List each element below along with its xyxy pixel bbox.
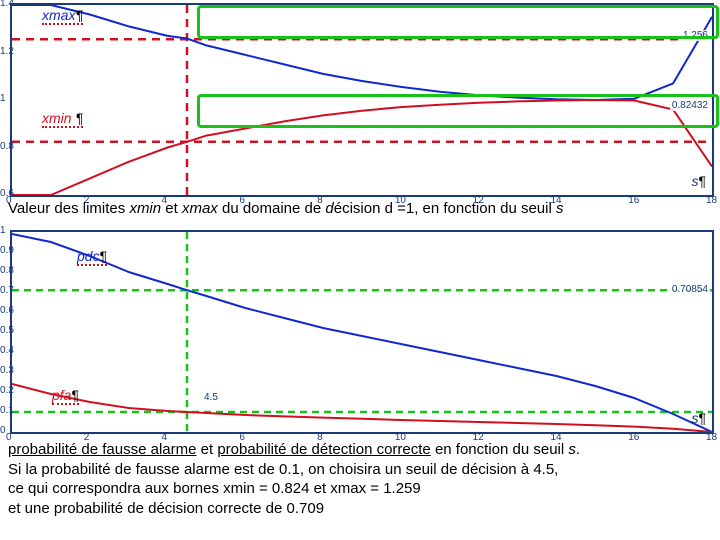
green-highlight-top (197, 5, 719, 39)
ytick: 0.6 (0, 188, 14, 199)
pilcrow: ¶ (75, 110, 83, 126)
pdc-value: 0.70854 (670, 284, 710, 295)
pilcrow: ¶ (75, 7, 83, 23)
green-highlight-bottom (197, 94, 719, 128)
xtick: 18 (706, 195, 717, 206)
ytick: 0.8 (0, 265, 14, 276)
ytick: 0.1 (0, 405, 14, 416)
pfa-label: pfa¶ (52, 387, 79, 405)
xtick: 16 (628, 432, 639, 443)
chart-probabilities: pdc¶ pfa¶ 0.70854 4.5 s¶ (10, 230, 714, 434)
ytick: 1.2 (0, 46, 14, 57)
caption-chart1: Valeur des limites xmin et xmax du domai… (8, 200, 563, 217)
ytick: 0.4 (0, 345, 14, 356)
caption-chart2: probabilité de fausse alarme et probabil… (8, 440, 580, 518)
xmax-label: xmax¶ (42, 7, 83, 25)
ytick: 1.4 (0, 0, 14, 9)
chart2-plot (12, 232, 712, 432)
xtick: 16 (628, 195, 639, 206)
s-axis-label-2: s¶ (691, 410, 706, 426)
ytick: 0.7 (0, 285, 14, 296)
xmin-label: xmin ¶ (42, 110, 83, 128)
ytick: 0.8 (0, 141, 14, 152)
s-axis-label: s¶ (691, 173, 706, 189)
page: xmax¶ xmin ¶ 1.256 0.82432 s¶ 0246810121… (0, 0, 720, 540)
ytick: 0.2 (0, 385, 14, 396)
ytick: 0.5 (0, 325, 14, 336)
ytick: 0.9 (0, 245, 14, 256)
ytick: 1 (0, 93, 6, 104)
ytick: 0 (0, 425, 6, 436)
ytick: 0.3 (0, 365, 14, 376)
chart-xmin-xmax: xmax¶ xmin ¶ 1.256 0.82432 s¶ (10, 3, 714, 197)
xtick: 18 (706, 432, 717, 443)
vline-value: 4.5 (202, 392, 220, 403)
ytick: 1 (0, 225, 6, 236)
pdc-label: pdc¶ (77, 248, 107, 266)
ytick: 0.6 (0, 305, 14, 316)
